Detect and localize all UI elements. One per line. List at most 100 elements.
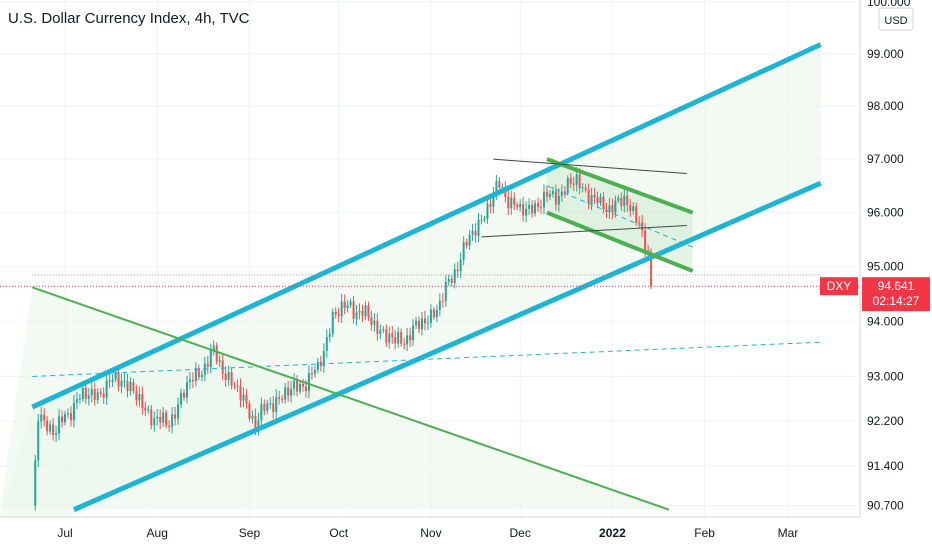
- support-line: [481, 225, 687, 238]
- candle-body: [379, 330, 382, 334]
- candle-body: [540, 206, 542, 208]
- candle-body: [412, 325, 415, 341]
- candle-body: [221, 360, 224, 374]
- candle-body: [492, 194, 495, 207]
- candle-body: [468, 234, 471, 246]
- candle-body: [450, 278, 453, 283]
- candle-body: [156, 416, 159, 419]
- candle-body: [542, 191, 545, 208]
- candle-body: [438, 300, 441, 310]
- candle-body: [343, 301, 346, 308]
- candle-body: [421, 318, 423, 330]
- time-axis-label: Nov: [420, 526, 441, 540]
- candle-body: [337, 314, 340, 317]
- candle-body: [563, 191, 566, 193]
- candle-body: [313, 370, 316, 374]
- price-tick-label: 94.000: [867, 314, 904, 328]
- candle-body: [263, 404, 266, 411]
- candle-body: [90, 389, 93, 396]
- candle-body: [242, 394, 245, 401]
- candle-body: [611, 205, 614, 213]
- candle-body: [200, 374, 203, 378]
- candle-body: [64, 414, 66, 423]
- candle-body: [266, 403, 269, 411]
- candle-body: [209, 350, 212, 367]
- price-tick-label: 91.400: [867, 459, 904, 473]
- candle-body: [162, 412, 165, 423]
- candle-body: [96, 392, 99, 401]
- candle-body: [388, 333, 391, 343]
- candle-body: [495, 181, 498, 195]
- candle-body: [52, 424, 55, 435]
- candle-body: [569, 178, 572, 184]
- candle-body: [650, 251, 653, 287]
- candle-body: [105, 380, 108, 398]
- candle-body: [120, 380, 123, 387]
- candle-body: [391, 333, 394, 338]
- candle-body: [429, 309, 432, 323]
- candle-body: [498, 181, 501, 188]
- candle-body: [566, 178, 569, 193]
- time-axis-background: [0, 517, 860, 550]
- price-tick-label: 90.700: [867, 499, 904, 513]
- candle-body: [111, 379, 114, 382]
- candle-body: [188, 379, 191, 383]
- candle-body: [191, 379, 194, 382]
- candle-body: [132, 382, 135, 391]
- candle-body: [644, 230, 647, 251]
- candle-body: [123, 380, 126, 382]
- candle-body: [432, 309, 435, 318]
- candle-body: [69, 413, 72, 421]
- candle-body: [385, 329, 388, 343]
- price-tick-label: 92.200: [867, 414, 904, 428]
- candle-body: [602, 196, 605, 210]
- candle-body: [614, 200, 617, 213]
- candle-body: [272, 403, 275, 412]
- last-price-label: DXY 94.641 02:14:27: [820, 277, 930, 312]
- candle-body: [560, 191, 563, 196]
- candle-body: [617, 197, 620, 201]
- candle-body: [361, 310, 364, 317]
- candle-body: [174, 414, 177, 419]
- candle-body: [168, 425, 171, 427]
- candle-body: [462, 242, 465, 260]
- candle-body: [183, 393, 185, 398]
- candle-body: [331, 311, 334, 335]
- candle-body: [224, 373, 227, 381]
- candle-body: [304, 386, 307, 392]
- candle-body: [471, 230, 474, 235]
- candle-body: [206, 363, 209, 367]
- candle-body: [531, 204, 534, 214]
- candle-body: [93, 389, 96, 401]
- candle-body: [215, 345, 218, 362]
- candle-body: [159, 416, 162, 423]
- candle-body: [325, 336, 328, 352]
- candle-body: [251, 415, 254, 419]
- candle-body: [548, 193, 551, 197]
- candle-body: [302, 383, 304, 387]
- candle-body: [316, 361, 319, 371]
- candle-body: [307, 373, 310, 392]
- price-text: 94.641: [878, 279, 915, 293]
- candle-body: [328, 334, 331, 337]
- candle-body: [599, 196, 602, 203]
- candle-body: [519, 204, 522, 208]
- candle-body: [141, 394, 144, 408]
- candle-body: [480, 219, 483, 221]
- candle-body: [501, 187, 504, 189]
- price-tick-label: 99.000: [867, 47, 904, 61]
- drawing-lines: [31, 42, 822, 512]
- currency-text: USD: [884, 15, 907, 27]
- time-axis-label: Dec: [510, 526, 531, 540]
- candle-body: [275, 397, 278, 412]
- candle-body: [593, 195, 596, 198]
- candlestick-series: [34, 166, 653, 511]
- candle-body: [61, 416, 64, 423]
- candle-body: [578, 174, 581, 189]
- candle-body: [257, 420, 260, 429]
- candle-body: [516, 204, 519, 208]
- candle-body: [483, 218, 486, 220]
- candle-body: [400, 332, 403, 344]
